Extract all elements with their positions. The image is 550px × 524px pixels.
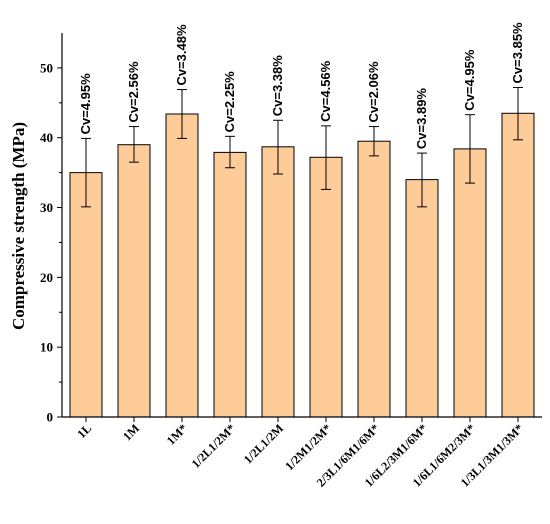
bar-1 — [117, 144, 151, 418]
error-bar-6 — [369, 126, 379, 157]
cv-label-8: Cv=4.95% — [462, 49, 477, 111]
error-bar-8 — [465, 114, 475, 184]
bar-8 — [453, 148, 487, 418]
error-bars-group — [81, 86, 523, 208]
error-bar-9 — [513, 86, 523, 141]
bar-9 — [501, 112, 535, 418]
cv-label-4: Cv=3.38% — [270, 55, 285, 117]
y-tick-label-5: 50 — [40, 60, 53, 75]
y-tick-label-0: 0 — [47, 410, 54, 425]
error-bar-0 — [81, 137, 91, 208]
error-bar-5 — [321, 125, 331, 190]
y-tick-label-2: 20 — [40, 270, 53, 285]
x-tick-label-3: 1/2L1/2M* — [189, 421, 238, 470]
cv-label-9: Cv=3.85% — [510, 22, 525, 84]
cv-label-2: Cv=3.48% — [174, 24, 189, 86]
bar-6 — [357, 140, 391, 418]
x-tick-label-1: 1M — [120, 421, 142, 443]
cv-label-7: Cv=3.89% — [414, 88, 429, 150]
error-bar-4 — [273, 119, 283, 175]
cv-label-5: Cv=4.56% — [318, 60, 333, 122]
error-bar-3 — [225, 135, 235, 169]
bar-7 — [405, 179, 439, 418]
error-bar-2 — [177, 89, 187, 139]
cv-label-6: Cv=2.06% — [366, 61, 381, 123]
bar-4 — [261, 146, 295, 418]
bar-2 — [165, 113, 199, 418]
bars-group — [69, 112, 535, 418]
error-bar-7 — [417, 152, 427, 208]
bar-5 — [309, 156, 343, 418]
bar-3 — [213, 151, 247, 418]
cv-annotations-group: Cv=4.95% Cv=2.56% Cv=3.48% Cv=2.25% Cv=3.38%… — [78, 22, 525, 149]
y-axis-title: Compressive strength (MPa) — [9, 122, 28, 330]
cv-label-3: Cv=2.25% — [222, 71, 237, 133]
bar-0 — [69, 172, 103, 418]
x-tick-label-4: 1/2L1/2M — [241, 421, 286, 466]
cv-label-0: Cv=4.95% — [78, 73, 93, 135]
y-tick-label-4: 40 — [40, 130, 53, 145]
error-bar-1 — [129, 126, 139, 163]
x-tick-label-0: 1L — [74, 421, 94, 441]
y-tick-label-1: 10 — [40, 340, 53, 355]
x-tick-label-5: 1/2M1/2M* — [282, 421, 334, 473]
x-tick-label-2: 1M* — [164, 421, 190, 447]
y-tick-label-3: 30 — [40, 200, 53, 215]
cv-label-1: Cv=2.56% — [126, 61, 141, 123]
